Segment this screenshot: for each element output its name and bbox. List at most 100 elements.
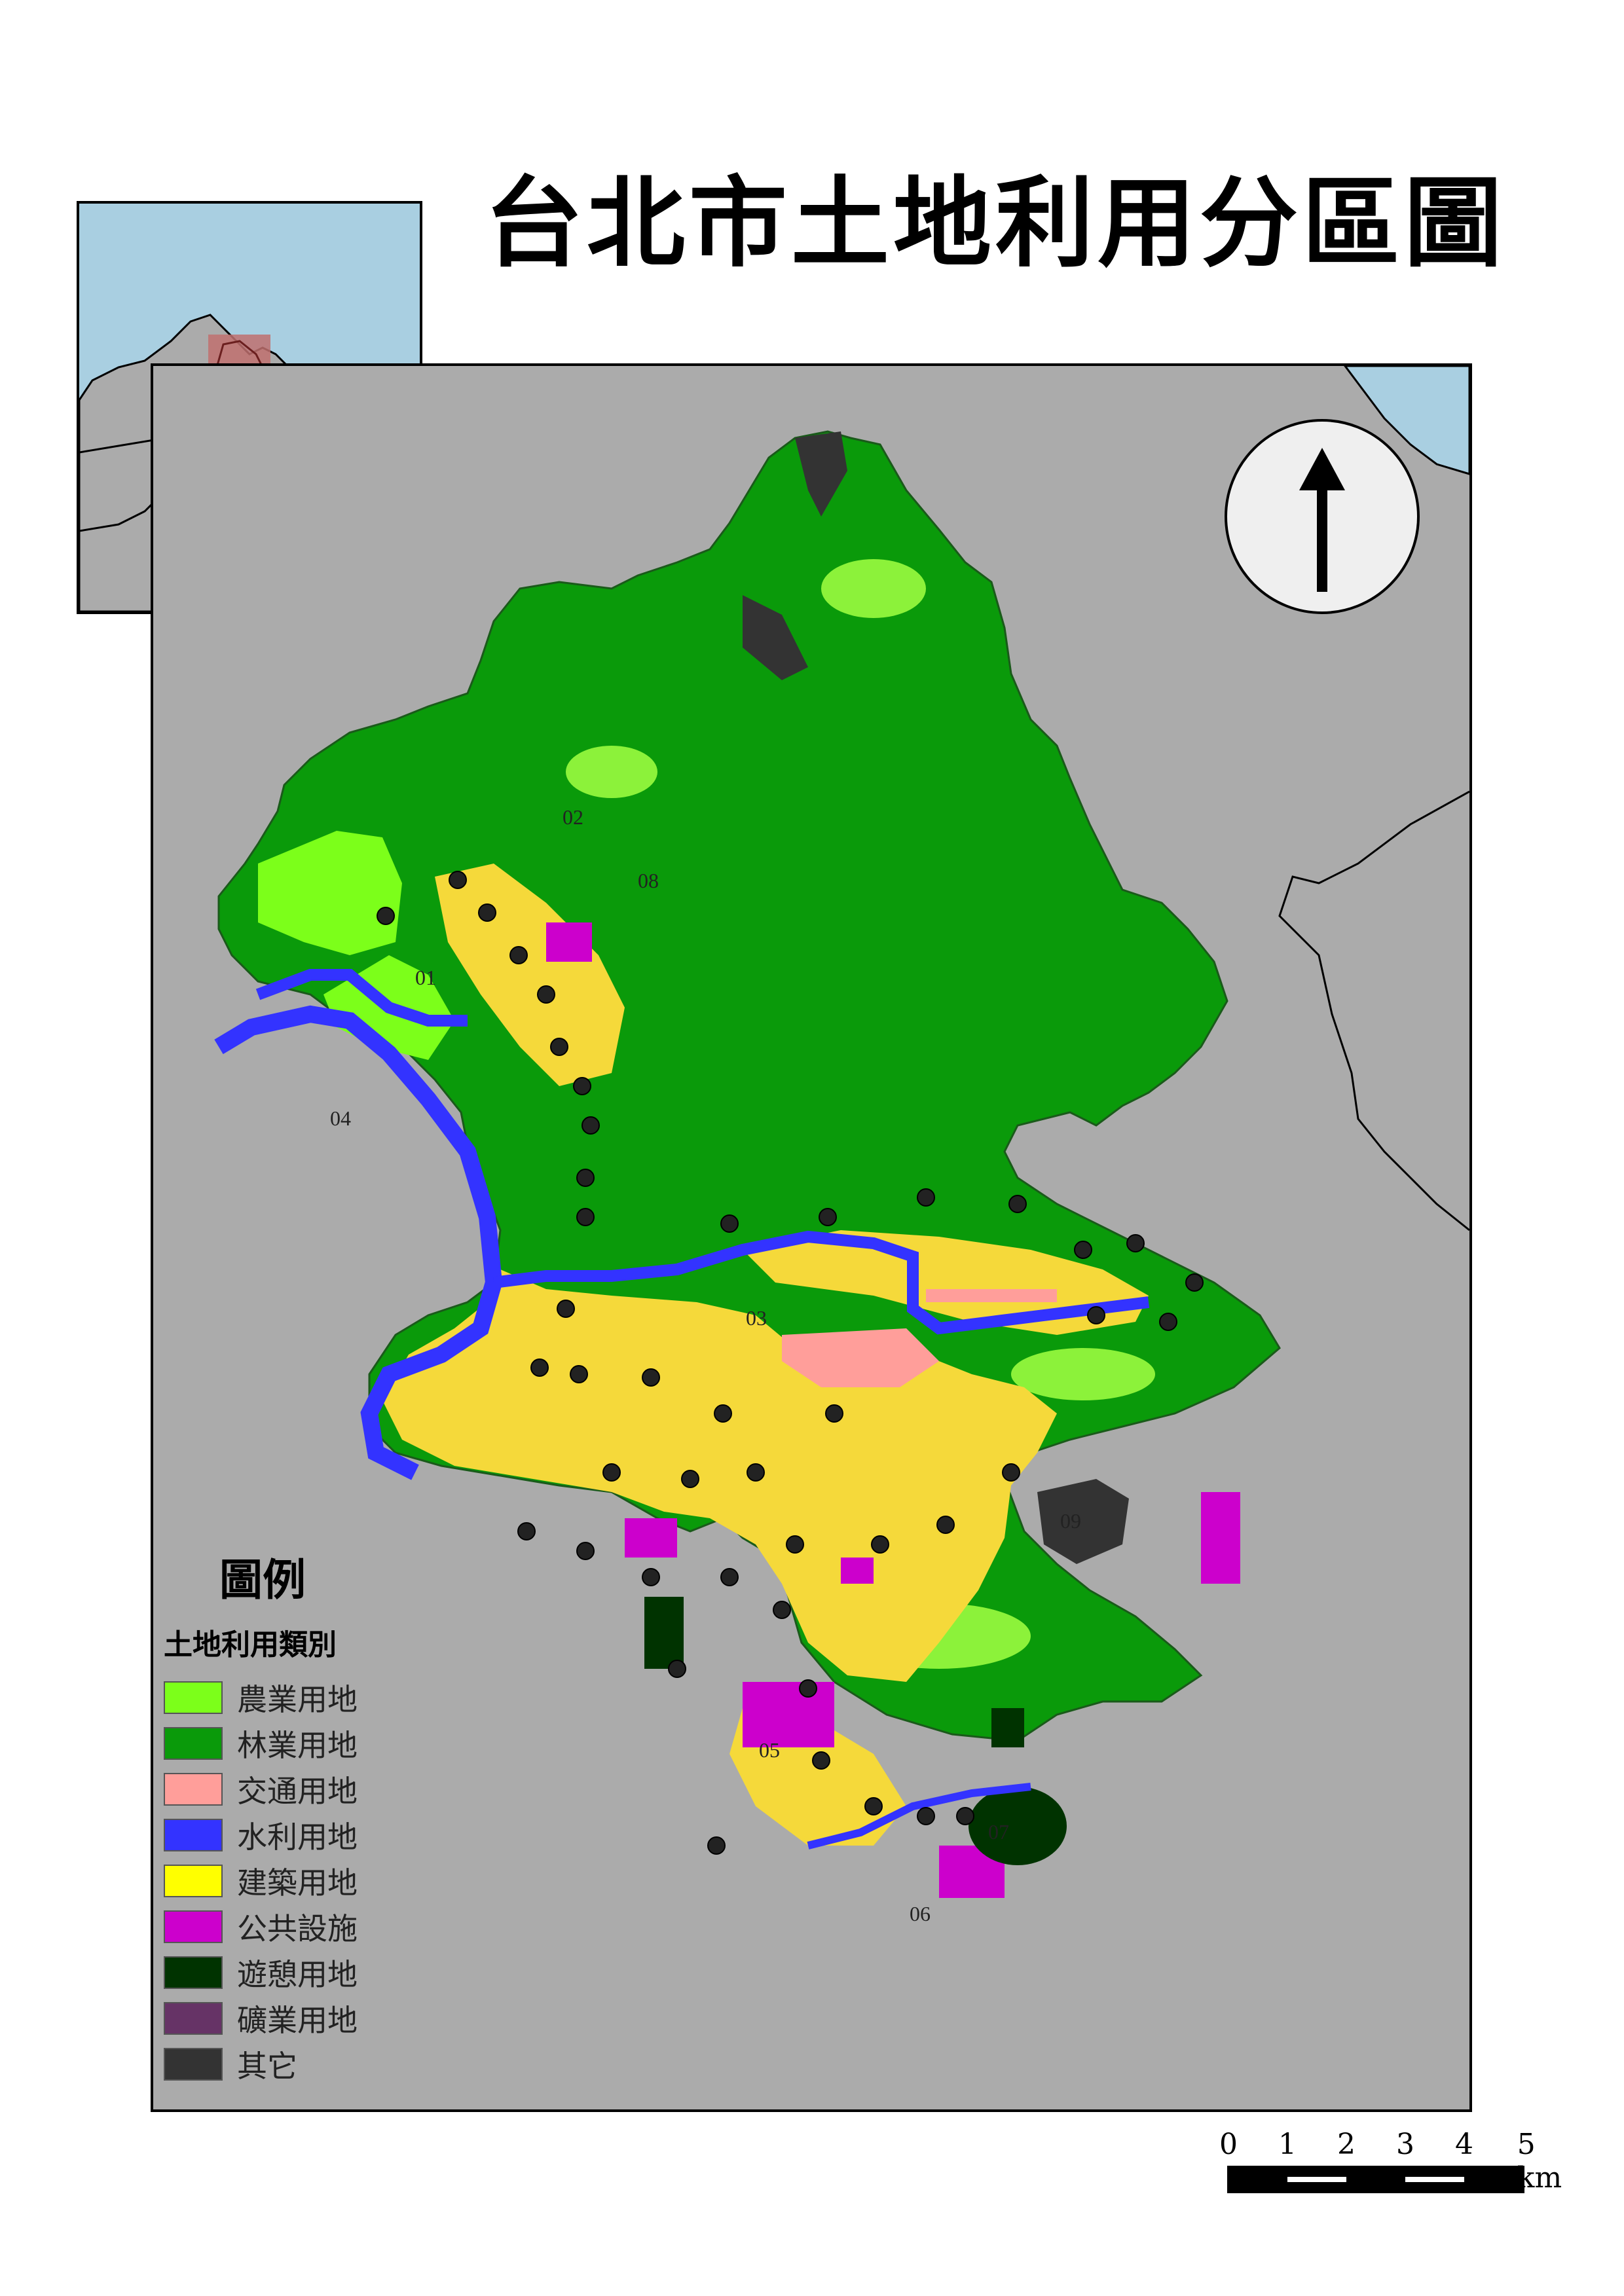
station-dot <box>573 1077 591 1095</box>
legend-label: 林業用地 <box>237 1728 358 1763</box>
north-arrow <box>1225 419 1420 614</box>
legend-swatch <box>164 1727 223 1760</box>
station-dot <box>956 1807 974 1825</box>
station-dot <box>917 1807 935 1825</box>
legend-label: 交通用地 <box>237 1774 358 1809</box>
legend-swatch <box>164 2002 223 2035</box>
north-arrow-icon <box>1299 448 1345 592</box>
station-dot <box>917 1188 935 1207</box>
station-dot <box>1126 1234 1145 1252</box>
station-dot <box>681 1470 699 1488</box>
river-keelung-west <box>255 969 468 1027</box>
legend-item: 水利用地 <box>164 1812 439 1858</box>
legend-item: 公共設施 <box>164 1904 439 1950</box>
county-boundary-east <box>1278 790 1469 1231</box>
district-label-03: 03 <box>746 1306 767 1330</box>
station-dot <box>576 1542 595 1560</box>
legend-item: 其它 <box>164 2041 439 2087</box>
district-label-05: 05 <box>759 1738 780 1762</box>
legend-item: 農業用地 <box>164 1675 439 1721</box>
legend-swatch <box>164 1910 223 1943</box>
station-dot <box>517 1522 536 1540</box>
agri-patch-1 <box>566 746 657 798</box>
station-dot <box>581 1116 600 1135</box>
other-zone-ridge <box>743 595 808 680</box>
public-facility-6 <box>841 1558 874 1584</box>
station-dot <box>720 1568 739 1586</box>
transport-bridge-1 <box>926 1289 1057 1302</box>
legend-label: 其它 <box>237 2049 297 2084</box>
legend-label: 水利用地 <box>237 1819 358 1855</box>
station-dot <box>530 1358 549 1377</box>
legend-item: 交通用地 <box>164 1766 439 1812</box>
station-dot <box>576 1169 595 1187</box>
station-dot <box>642 1368 660 1387</box>
station-dot <box>1087 1306 1105 1324</box>
agri-patch-2 <box>821 559 926 618</box>
station-dot <box>602 1463 621 1482</box>
station-dot <box>377 907 395 925</box>
station-dot <box>871 1535 889 1554</box>
map-title: 台北市土地利用分區圖 <box>485 167 1507 281</box>
scale-tick-label: 5 km <box>1517 2128 1562 2195</box>
station-dot <box>449 871 467 889</box>
main-map: 01 02 03 04 05 06 07 08 09 <box>151 363 1472 2112</box>
sea-top-right <box>1344 366 1469 475</box>
legend-swatch <box>164 1681 223 1714</box>
scale-tick-label: 0 <box>1219 2128 1238 2161</box>
legend-item: 林業用地 <box>164 1721 439 1766</box>
legend-items: 農業用地林業用地交通用地水利用地 建築用地 公共設施遊憩用地 礦業用地其它 <box>164 1675 439 2087</box>
public-facility-2 <box>546 922 592 962</box>
station-dot <box>864 1797 883 1815</box>
station-dot <box>642 1568 660 1586</box>
public-facility-1 <box>743 1682 834 1747</box>
scale-tick-label: 1 <box>1278 2128 1297 2161</box>
recreation-park-1 <box>644 1597 684 1669</box>
district-label-04: 04 <box>330 1106 351 1130</box>
river-tamsui <box>214 1005 503 1480</box>
legend-swatch <box>164 1865 223 1897</box>
station-dot <box>825 1404 843 1423</box>
station-dot <box>747 1463 765 1482</box>
scale-tick-label: 4 <box>1455 2128 1473 2161</box>
station-dot <box>786 1535 804 1554</box>
station-dot <box>819 1208 837 1226</box>
legend-label: 農業用地 <box>237 1682 358 1717</box>
legend-heading: 圖例 <box>219 1555 306 1605</box>
scale-tick-label: 2 <box>1337 2128 1356 2161</box>
urban-zone-neihu <box>743 1230 1149 1335</box>
legend-item: 礦業用地 <box>164 1995 439 2041</box>
station-dot <box>1002 1463 1020 1482</box>
other-zone-09 <box>1037 1479 1129 1564</box>
recreation-zone-07 <box>969 1787 1067 1865</box>
legend-label: 遊憩用地 <box>237 1957 358 1992</box>
legend-swatch <box>164 1956 223 1989</box>
legend-subheading: 土地利用類別 <box>164 1628 337 1662</box>
station-dot <box>576 1208 595 1226</box>
legend-item: 遊憩用地 <box>164 1950 439 1995</box>
station-dot <box>799 1679 817 1698</box>
legend-item: 建築用地 <box>164 1858 439 1904</box>
public-facility-4 <box>1201 1492 1240 1584</box>
other-zone-north-peak <box>795 431 847 517</box>
public-facility-5 <box>625 1518 677 1558</box>
district-label-07: 07 <box>988 1820 1009 1844</box>
station-dot <box>570 1365 588 1383</box>
station-dot <box>720 1214 739 1233</box>
legend: 圖例 土地利用類別 農業用地林業用地交通用地水利用地 建築用地 公共設施遊憩用地 礦業… <box>164 1545 439 2087</box>
station-dot <box>537 985 555 1004</box>
legend-swatch <box>164 1819 223 1851</box>
district-label-01: 01 <box>415 966 436 989</box>
station-dot <box>1159 1313 1177 1331</box>
transport-airport <box>782 1328 939 1387</box>
scale-bar: 0 1 2 3 4 5 km <box>1211 2128 1562 2206</box>
station-dot <box>550 1038 568 1056</box>
station-dot <box>707 1836 726 1855</box>
district-label-09: 09 <box>1060 1509 1081 1533</box>
legend-swatch <box>164 1773 223 1806</box>
station-dot <box>773 1601 791 1619</box>
recreation-park-2 <box>991 1708 1024 1747</box>
station-dot <box>1185 1273 1204 1292</box>
station-dot <box>557 1300 575 1318</box>
map-svg: 01 02 03 04 05 06 07 08 09 <box>214 366 1469 1925</box>
